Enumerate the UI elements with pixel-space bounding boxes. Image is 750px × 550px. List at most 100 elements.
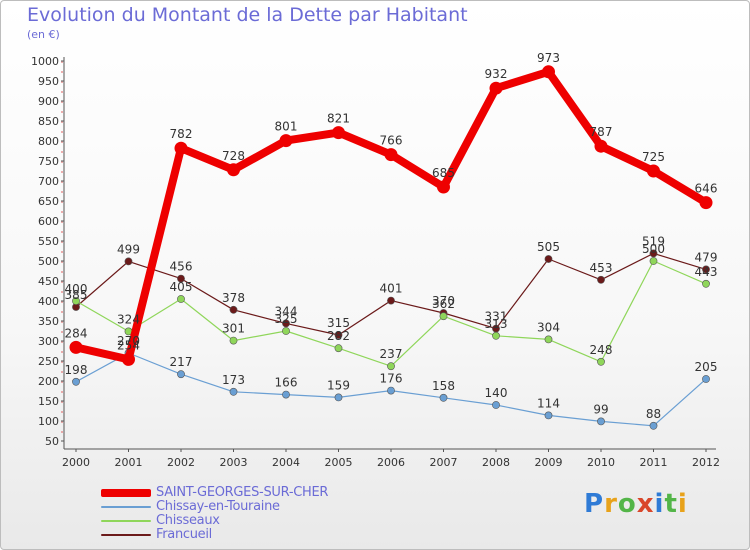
- data-label: 646: [695, 182, 718, 196]
- y-tick-label: 450: [38, 275, 59, 288]
- x-tick-label: 2007: [430, 456, 458, 469]
- data-label: 282: [327, 329, 350, 343]
- data-label: 331: [485, 310, 508, 324]
- data-point: [702, 265, 710, 274]
- data-point: [174, 141, 188, 155]
- x-tick-label: 2010: [587, 456, 615, 469]
- data-point: [437, 180, 450, 194]
- data-point: [72, 297, 80, 305]
- legend-label: Francueil: [156, 527, 212, 542]
- data-label: 237: [380, 347, 403, 361]
- chart-title: Evolution du Montant de la Dette par Hab…: [27, 4, 468, 26]
- data-label: 400: [65, 282, 88, 296]
- data-point: [387, 386, 395, 395]
- series-chisseaux: [72, 257, 710, 371]
- y-tick-label: 50: [45, 435, 59, 448]
- data-label: 325: [275, 312, 298, 326]
- data-label: 499: [117, 242, 140, 256]
- data-label: 270: [117, 334, 140, 348]
- data-label: 313: [485, 317, 508, 331]
- data-label: 198: [65, 363, 88, 377]
- data-label: 378: [222, 291, 245, 305]
- y-tick-label: 200: [38, 375, 59, 388]
- data-label: 158: [432, 379, 455, 393]
- y-tick-label: 950: [38, 75, 59, 88]
- legend-label: Chisseaux: [156, 513, 220, 528]
- data-point: [177, 295, 185, 303]
- data-label: 505: [537, 240, 560, 254]
- data-label: 973: [537, 51, 560, 65]
- y-tick-label: 900: [38, 95, 59, 108]
- legend-label: Chissay-en-Touraine: [156, 499, 280, 514]
- data-label: 304: [537, 320, 560, 334]
- x-tick-label: 2009: [535, 456, 563, 469]
- data-point: [229, 387, 238, 396]
- data-label: 385: [65, 288, 88, 302]
- data-label: 685: [432, 166, 455, 180]
- data-label: 401: [380, 282, 403, 296]
- data-point: [649, 421, 658, 430]
- y-tick-label: 150: [38, 395, 59, 408]
- data-point: [597, 275, 605, 284]
- data-point: [649, 249, 658, 258]
- legend-swatch: [101, 489, 151, 497]
- series-line: [72, 67, 710, 364]
- y-tick-label: 750: [38, 155, 59, 168]
- data-point: [647, 164, 660, 178]
- y-tick-label: 1000: [31, 55, 59, 68]
- data-point: [649, 257, 658, 265]
- data-label: 787: [590, 125, 613, 139]
- data-point: [227, 163, 240, 177]
- x-tick-label: 2000: [62, 456, 90, 469]
- chart-data-labels: 3854994563783443154013703315054535194794…: [65, 51, 718, 421]
- data-label: 140: [485, 386, 508, 400]
- data-label: 821: [327, 112, 350, 126]
- data-label: 782: [170, 127, 193, 141]
- data-point: [332, 126, 345, 140]
- data-label: 519: [642, 234, 665, 248]
- x-tick-label: 2012: [692, 456, 720, 469]
- x-tick-label: 2008: [482, 456, 510, 469]
- data-label: 173: [222, 373, 245, 387]
- y-tick-label: 800: [38, 135, 59, 148]
- proxiti-logo: Proxiti: [584, 489, 688, 519]
- data-label: 254: [117, 338, 140, 352]
- data-point: [384, 148, 398, 162]
- data-point: [594, 139, 608, 153]
- data-point: [439, 312, 448, 321]
- data-label: 248: [590, 343, 613, 357]
- data-label: 301: [222, 322, 245, 336]
- series-chissay-en-touraine: [72, 349, 710, 430]
- data-label: 479: [695, 250, 718, 264]
- data-label: 166: [275, 376, 298, 390]
- data-point: [702, 375, 710, 383]
- data-label: 456: [170, 260, 193, 274]
- data-label: 801: [275, 120, 298, 134]
- data-point: [282, 390, 290, 399]
- data-label: 370: [432, 294, 455, 308]
- x-tick-label: 2002: [167, 456, 195, 469]
- legend-label: SAINT-GEORGES-SUR-CHER: [156, 485, 329, 500]
- y-tick-label: 250: [38, 355, 59, 368]
- y-tick-label: 100: [38, 415, 59, 428]
- x-tick-label: 2001: [115, 456, 143, 469]
- x-tick-label: 2006: [377, 456, 405, 469]
- y-tick-label: 550: [38, 235, 59, 248]
- y-tick-label: 850: [38, 115, 59, 128]
- data-label: 443: [695, 265, 718, 279]
- data-point: [177, 370, 185, 379]
- chart-axes: 50 100 150 200 250 300 350 400 450 500 550 600 650 70…: [31, 55, 720, 469]
- data-label: 405: [170, 280, 193, 294]
- data-point: [489, 81, 503, 95]
- data-label: 728: [222, 149, 245, 163]
- data-point: [492, 331, 500, 340]
- data-point: [387, 296, 395, 305]
- data-point: [122, 352, 135, 366]
- data-point: [544, 411, 553, 420]
- y-tick-label: 300: [38, 335, 59, 348]
- chart-series: [69, 65, 713, 430]
- data-point: [279, 134, 293, 148]
- y-tick-label: 700: [38, 175, 59, 188]
- data-label: 453: [590, 261, 613, 275]
